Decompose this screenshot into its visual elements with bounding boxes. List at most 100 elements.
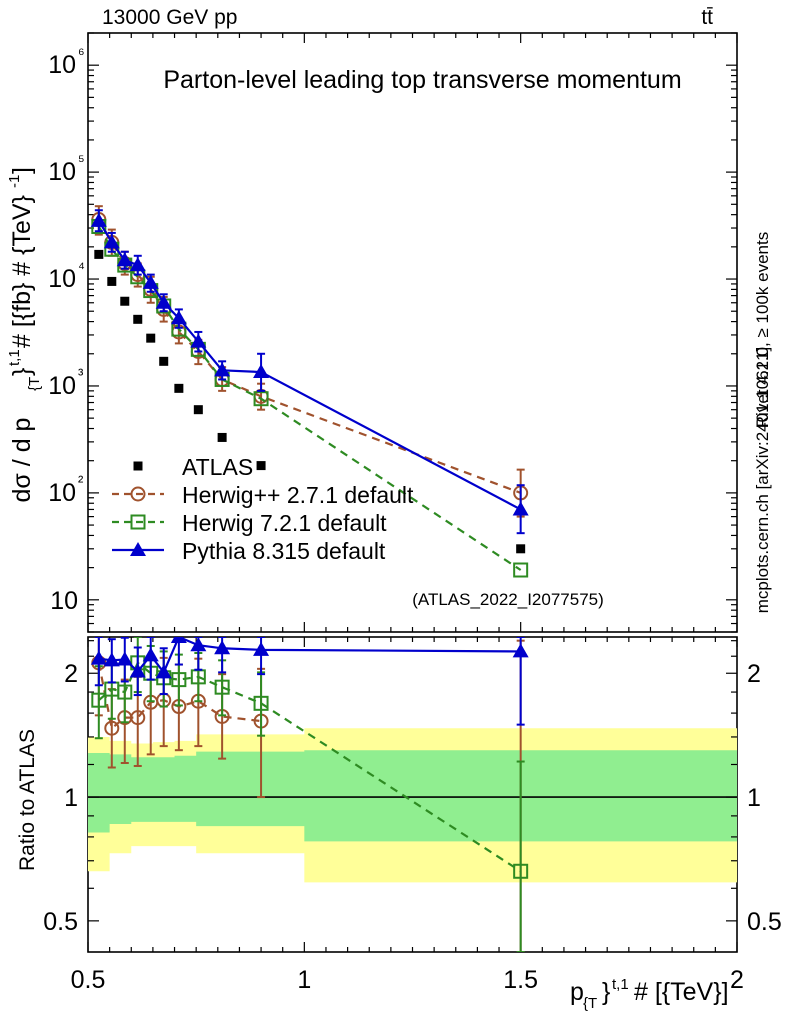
ratio-tick-label: 2 (64, 660, 78, 688)
marker-herwig7 (513, 562, 529, 578)
ratio-series (90, 637, 529, 726)
legend-label: Pythia 8.315 default (182, 538, 386, 564)
legend-item[interactable]: ATLAS (133, 454, 254, 480)
svg-text:t,1: t,1 (612, 976, 629, 993)
marker-herwig7 (117, 684, 133, 700)
svg-text:10: 10 (48, 158, 76, 186)
svg-text:Ratio to ATLAS: Ratio to ATLAS (16, 729, 39, 871)
ratio-tick-label-right: 2 (747, 660, 761, 688)
marker-pythia (170, 310, 187, 325)
ratio-y-ticks (88, 640, 737, 922)
marker-atlas (174, 383, 184, 393)
main-panel: 10 ⁶10 ⁵10 ⁴10 ³10 ²10 (48, 32, 738, 633)
beam-energy-label: 13000 GeV pp (102, 6, 237, 29)
process-label: tt̄ (701, 6, 713, 29)
ratio-tick-label-right: 1 (747, 784, 761, 812)
marker-pythia (253, 364, 270, 379)
legend-label: ATLAS (182, 454, 253, 480)
marker-pythia (129, 663, 146, 678)
marker-pythia (142, 274, 159, 289)
svg-text:10: 10 (48, 265, 76, 293)
ratio-data-layer (90, 637, 529, 952)
svg-text:tt̄: tt̄ (701, 6, 713, 29)
marker-pythia (214, 362, 231, 377)
y-tick-label: 10 ⁴ (48, 260, 85, 293)
marker-herwig7 (171, 672, 187, 688)
marker-pythia (129, 257, 146, 272)
ratio-tick-label: 0.5 (43, 908, 78, 936)
svg-text:}: } (8, 368, 36, 376)
marker-pythia (253, 641, 270, 656)
legend-label: Herwig 7.2.1 default (182, 510, 387, 536)
marker-herwig7 (513, 863, 529, 879)
legend-item[interactable]: Herwig 7.2.1 default (112, 510, 387, 536)
marker-pythia (90, 650, 107, 665)
x-tick-label: 1.5 (503, 966, 538, 994)
svg-text:# [{fb} # {TeV}: # [{fb} # {TeV} (8, 195, 36, 348)
legend-label: Herwig++ 2.7.1 default (182, 482, 414, 508)
legend-item[interactable]: Pythia 8.315 default (112, 538, 386, 564)
marker-herwig7 (253, 391, 269, 407)
svg-text:²: ² (78, 474, 84, 491)
series-pythia (90, 209, 529, 535)
marker-pythia (155, 294, 172, 309)
y-axis-ticks (88, 32, 737, 633)
x-axis-label: p {T} t,1 # [{TeV}] (570, 976, 729, 1012)
ratio-tick-label: 1 (64, 784, 78, 812)
y-tick-label: 10 ³ (48, 367, 84, 400)
svg-text:⁵: ⁵ (78, 153, 85, 170)
marker-pythia (116, 252, 133, 267)
x-tick-label: 2 (730, 966, 744, 994)
marker-herwigpp (104, 720, 120, 736)
marker-pythia (512, 643, 529, 658)
svg-text:]: ] (8, 167, 36, 174)
y-tick-label: 10 ² (48, 474, 84, 507)
y-tick-label: 10 ⁶ (48, 46, 84, 79)
marker-pythia (155, 664, 172, 679)
marker-herwig7 (214, 679, 230, 695)
marker-pythia (103, 652, 120, 667)
marker-pythia (170, 637, 187, 643)
marker-pythia (190, 637, 207, 652)
marker-atlas (159, 356, 169, 366)
svg-text:10: 10 (50, 587, 78, 615)
svg-text:-1: -1 (6, 175, 23, 188)
marker-atlas (133, 461, 143, 471)
marker-pythia (90, 212, 107, 227)
marker-pythia (130, 542, 146, 556)
svg-text:}: } (602, 978, 610, 1006)
marker-pythia (116, 651, 133, 666)
plot-title: Parton-level leading top transverse mome… (163, 66, 681, 94)
y-axis-label: dσ / d p {T} t,1 # [{fb} # {TeV} -1] (6, 167, 43, 502)
marker-herwigpp (130, 710, 146, 726)
mcplots-source-label: mcplots.cern.ch [arXiv:2401.10621] (753, 347, 772, 613)
marker-atlas (516, 544, 526, 554)
rivet-version-label: Rivet 4.1.0, ≥ 100k events (753, 232, 772, 428)
svg-text:mcplots.cern.ch [arXiv:2401.10: mcplots.cern.ch [arXiv:2401.10621] (753, 347, 772, 613)
ratio-panel: 2 2 1 1 0.5 0.5 (43, 636, 782, 953)
ratio-line (97, 662, 262, 731)
svg-text:# [{TeV}]: # [{TeV}] (634, 978, 729, 1006)
svg-text:{T: {T (583, 995, 597, 1012)
marker-herwigpp (130, 486, 146, 502)
x-tick-label: 1 (297, 966, 311, 994)
marker-atlas (217, 432, 227, 442)
marker-atlas (120, 296, 130, 306)
marker-atlas (193, 405, 203, 415)
ratio-axis-label: Ratio to ATLAS (16, 729, 39, 871)
marker-pythia (512, 501, 529, 516)
ratio-tick-label-right: 0.5 (747, 908, 782, 936)
marker-atlas (133, 314, 143, 324)
y-tick-label: 10 (50, 587, 78, 615)
marker-atlas (107, 276, 117, 286)
svg-text:10: 10 (48, 479, 76, 507)
svg-text:dσ / d p: dσ / d p (8, 418, 36, 503)
inner-uncertainty-band (88, 750, 737, 842)
svg-text:t,1: t,1 (6, 349, 23, 366)
svg-text:Rivet 4.1.0, ≥ 100k events: Rivet 4.1.0, ≥ 100k events (753, 232, 772, 428)
marker-herwig7 (253, 695, 269, 711)
marker-atlas (94, 249, 104, 259)
legend-item[interactable]: Herwig++ 2.7.1 default (112, 482, 414, 508)
